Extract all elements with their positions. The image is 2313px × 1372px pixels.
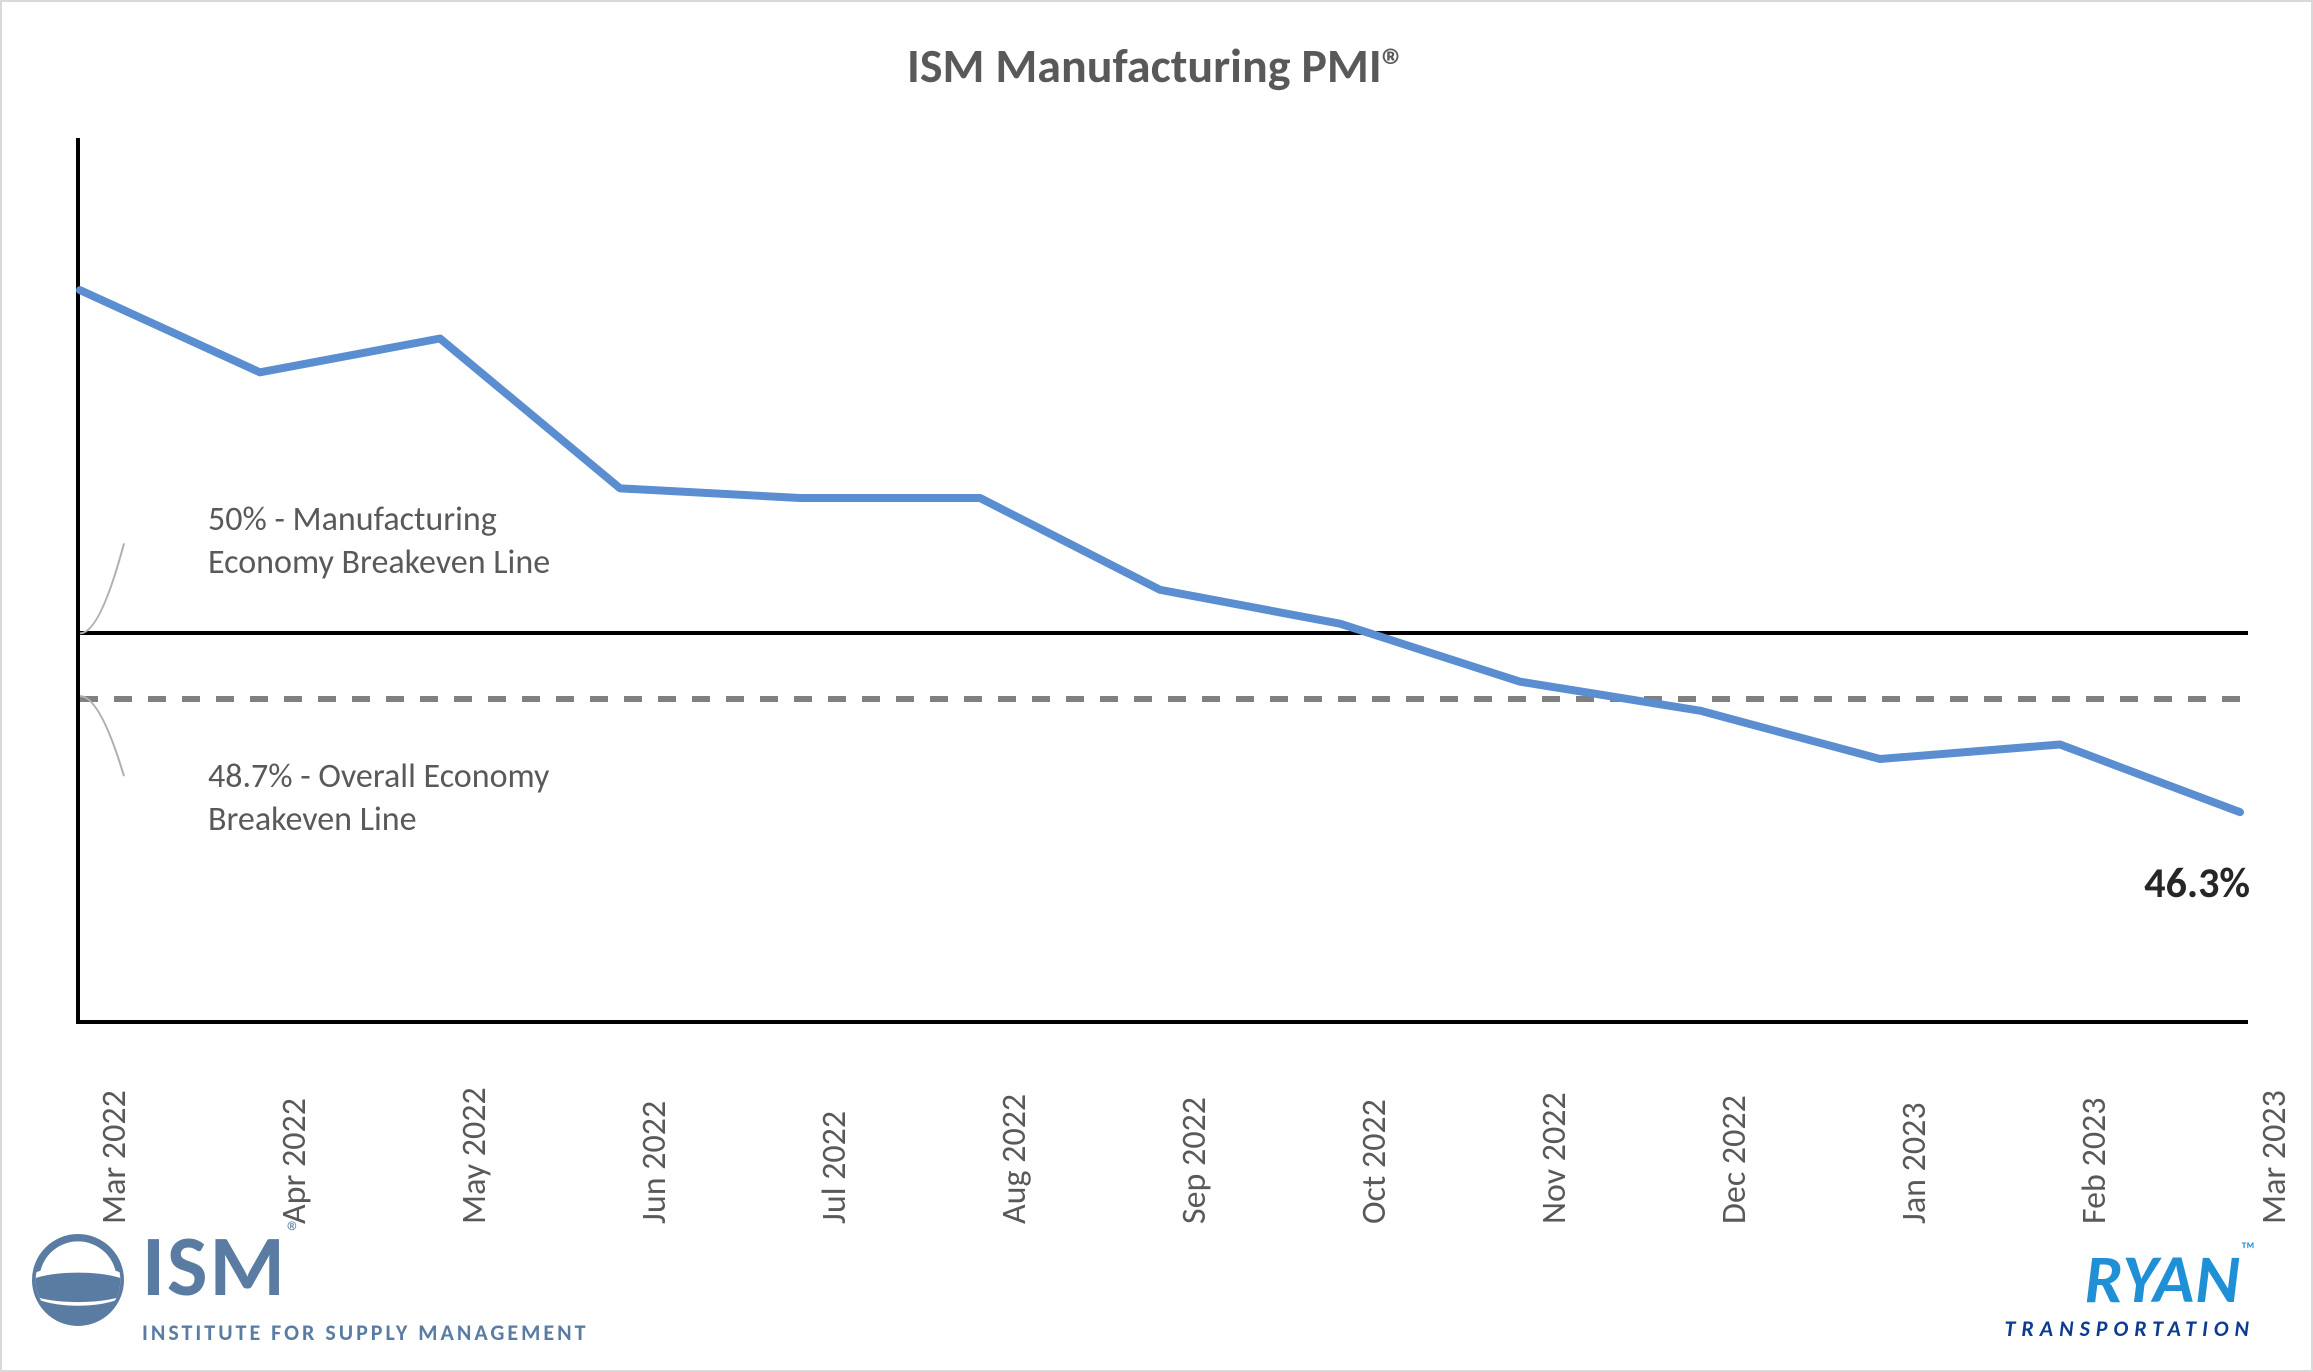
ryan-logo: RYAN™ TRANSPORTATION	[2005, 1238, 2255, 1342]
x-tick-label: Oct 2022	[1354, 1099, 1395, 1224]
ism-logo-subtitle: INSTITUTE FOR SUPPLY MANAGEMENT	[142, 1319, 588, 1346]
ryan-logo-tm: ™	[2241, 1238, 2255, 1262]
ryan-logo-subtitle: TRANSPORTATION	[2005, 1315, 2255, 1342]
chart-frame: ISM Manufacturing PMI® 50% - Manufacturi…	[0, 0, 2313, 1372]
ism-logo: ISM® INSTITUTE FOR SUPPLY MANAGEMENT	[32, 1214, 588, 1346]
ryan-logo-word: RYAN	[2084, 1238, 2240, 1321]
x-tick-label: May 2022	[454, 1087, 495, 1224]
x-tick-label: Mar 2022	[94, 1090, 135, 1224]
ism-logo-word: ISM	[142, 1214, 287, 1319]
x-tick-label: Mar 2023	[2254, 1090, 2295, 1224]
plot-area: 50% - ManufacturingEconomy Breakeven Lin…	[80, 150, 2240, 1020]
pmi-line-series	[80, 150, 2240, 1020]
x-tick-label: Aug 2022	[994, 1094, 1035, 1224]
ism-logo-icon	[32, 1234, 124, 1326]
x-tick-label: Jul 2022	[814, 1111, 855, 1224]
x-axis-line	[76, 1020, 2248, 1024]
x-tick-label: Jan 2023	[1894, 1102, 1935, 1224]
end-value-label: 46.3%	[2080, 858, 2250, 909]
x-tick-label: Apr 2022	[274, 1098, 315, 1224]
x-tick-label: Sep 2022	[1174, 1097, 1215, 1224]
x-tick-label: Nov 2022	[1534, 1092, 1575, 1224]
ism-logo-reg: ®	[287, 1214, 301, 1249]
chart-title: ISM Manufacturing PMI®	[2, 36, 2311, 95]
x-tick-label: Jun 2022	[634, 1101, 675, 1224]
x-tick-label: Feb 2023	[2074, 1097, 2115, 1224]
x-tick-label: Dec 2022	[1714, 1095, 1755, 1224]
